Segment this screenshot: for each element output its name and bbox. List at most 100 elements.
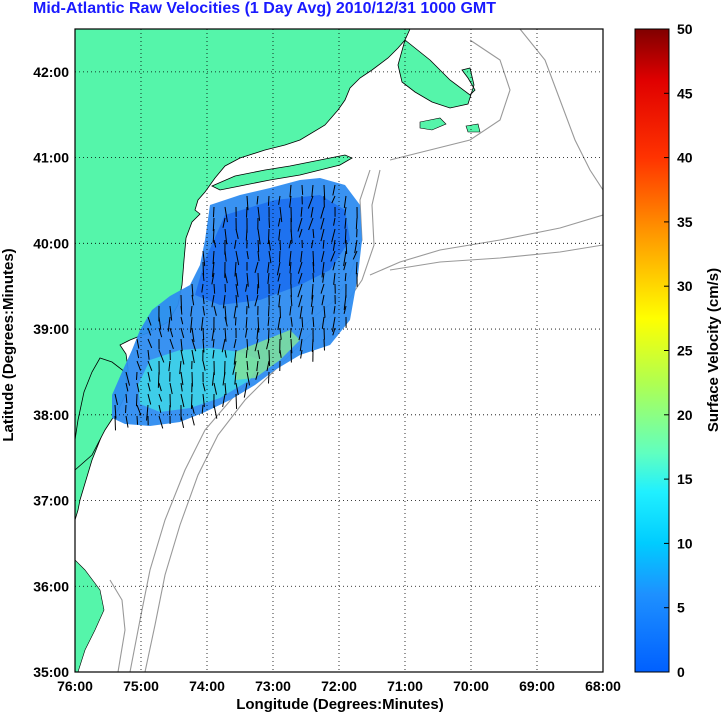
velocity-arrow <box>212 349 215 359</box>
longitude-tick-label: 70:00 <box>453 678 489 694</box>
velocity-arrow <box>234 371 237 385</box>
latitude-tick-label: 42:00 <box>33 64 69 80</box>
velocity-arrow <box>191 349 195 364</box>
velocity-arrow <box>243 382 248 398</box>
velocity-arrow <box>169 305 173 321</box>
colorbar-tick-label: 40 <box>677 150 693 166</box>
velocity-arrow <box>256 195 259 205</box>
colorbar-tick-label: 20 <box>677 407 693 423</box>
longitude-tick-label: 75:00 <box>123 678 159 694</box>
colorbar-tick-label: 35 <box>677 214 693 230</box>
velocity-arrow <box>180 349 185 365</box>
velocity-arrow <box>277 283 281 296</box>
velocity-arrow <box>125 415 129 428</box>
velocity-arrow <box>224 228 228 245</box>
velocity-arrow <box>202 294 205 305</box>
velocity-arrow <box>312 272 315 283</box>
velocity-arrow <box>180 415 185 428</box>
velocity-arrow <box>289 184 292 198</box>
velocity-arrow <box>320 217 325 230</box>
velocity-arrow <box>202 338 205 353</box>
velocity-arrow <box>191 327 195 343</box>
velocity-arrow <box>332 184 336 196</box>
velocity-arrow <box>277 272 281 282</box>
latitude-ticks: 35:00 36:00 37:00 38:00 39:00 40:00 41:00 42:00 <box>33 64 69 680</box>
velocity-arrow <box>245 283 248 292</box>
velocity-arrow <box>125 371 131 386</box>
velocity-arrow <box>212 217 215 232</box>
velocity-arrow <box>233 349 237 365</box>
velocity-arrow <box>233 305 237 319</box>
velocity-arrow <box>277 316 281 331</box>
velocity-vectors <box>114 184 358 431</box>
velocity-arrow <box>257 239 260 252</box>
velocity-arrow <box>224 316 228 327</box>
velocity-arrow <box>310 294 314 307</box>
velocity-arrow <box>289 195 292 208</box>
island <box>419 117 447 131</box>
velocity-arrow <box>344 228 347 244</box>
velocity-arrow <box>333 305 336 314</box>
velocity-arrow <box>297 283 303 298</box>
velocity-arrow <box>355 217 358 230</box>
velocity-arrow <box>179 360 182 375</box>
velocity-arrow <box>289 305 292 316</box>
velocity-arrow <box>211 294 215 308</box>
velocity-arrow <box>169 382 173 395</box>
velocity-arrow <box>299 305 303 319</box>
velocity-arrow <box>267 371 270 384</box>
velocity-arrow <box>254 261 259 273</box>
velocity-arrow <box>234 261 237 277</box>
velocity-arrow <box>235 228 239 240</box>
velocity-arrow <box>352 250 358 260</box>
velocity-arrow <box>246 250 249 260</box>
velocity-arrow <box>191 283 194 297</box>
velocity-arrow <box>202 382 206 392</box>
velocity-arrow <box>147 349 150 360</box>
velocity-arrow <box>267 228 270 244</box>
velocity-arrow <box>235 382 239 396</box>
velocity-arrow <box>246 338 249 351</box>
map-grid <box>75 29 603 672</box>
velocity-arrow <box>298 294 303 308</box>
velocity-arrow <box>136 349 140 359</box>
velocity-arrow <box>202 250 206 267</box>
velocity-arrow <box>343 261 347 271</box>
colorbar-tick-label: 5 <box>677 600 685 616</box>
velocity-arrow <box>246 195 249 211</box>
colorbar-ticks: 0 5 10 15 20 25 30 35 40 45 50 <box>664 21 693 680</box>
island <box>465 123 481 133</box>
velocity-arrow <box>312 316 315 327</box>
velocity-arrow <box>180 371 184 386</box>
delmarva <box>75 357 129 471</box>
cape-cod <box>397 39 476 109</box>
velocity-arrow <box>343 294 347 311</box>
velocity-arrow <box>299 338 303 352</box>
velocity-arrow <box>211 371 215 386</box>
velocity-arrow <box>224 272 228 284</box>
velocity-arrow <box>322 272 325 283</box>
latitude-tick-label: 35:00 <box>33 664 69 680</box>
velocity-arrow <box>343 250 347 267</box>
longitude-tick-label: 76:00 <box>57 678 93 694</box>
velocity-arrow <box>235 393 238 409</box>
x-axis-label: Longitude (Degrees:Minutes) <box>236 696 444 713</box>
velocity-arrow <box>290 294 293 307</box>
velocity-arrow <box>308 217 314 231</box>
velocity-arrow <box>298 228 303 238</box>
velocity-arrow <box>202 360 206 371</box>
velocity-arrow <box>256 360 259 372</box>
velocity-arrow <box>268 349 271 366</box>
velocity-arrow <box>278 195 281 205</box>
velocity-arrow <box>298 327 303 341</box>
velocity-arrow <box>146 404 149 421</box>
velocity-arrow <box>311 338 314 352</box>
velocity-arrow <box>222 393 226 408</box>
colorbar <box>634 28 670 673</box>
velocity-arrow <box>289 327 292 338</box>
velocity-arrow <box>246 272 249 287</box>
latitude-tick-label: 41:00 <box>33 150 69 166</box>
velocity-arrow <box>332 261 336 271</box>
velocity-arrow <box>257 272 260 289</box>
velocity-arrow <box>297 261 303 274</box>
